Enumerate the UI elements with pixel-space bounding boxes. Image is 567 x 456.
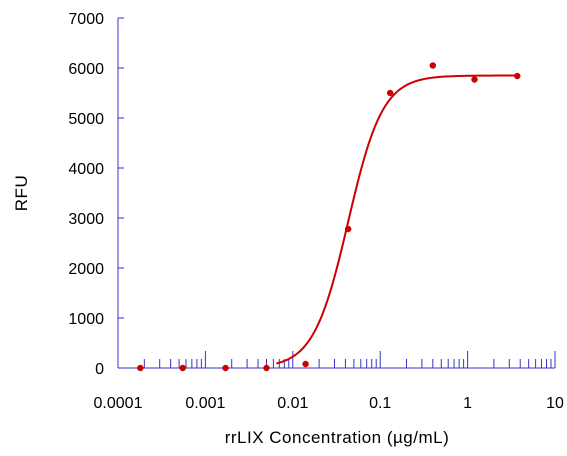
x-tick-label: 0.1	[369, 395, 391, 412]
y-tick-label: 4000	[68, 161, 104, 178]
x-tick-label: 0.0001	[94, 395, 143, 412]
x-axis-tick-labels: 0.0001 0.001 0.01 0.1 1 10	[94, 395, 564, 412]
data-point	[179, 364, 186, 372]
data-point	[471, 76, 478, 83]
y-tick-label: 1000	[68, 311, 104, 328]
x-tick-label: 0.001	[185, 395, 225, 412]
x-axis-title: rrLIX Concentration (µg/mL)	[225, 428, 450, 447]
data-points	[137, 62, 521, 372]
data-point	[137, 364, 144, 372]
y-tick-label: 6000	[68, 61, 104, 78]
data-point	[386, 89, 394, 97]
y-axis-ticks	[118, 17, 124, 369]
y-tick-label: 2000	[68, 261, 104, 278]
y-axis-tick-labels: 0 1000 2000 3000 4000 5000 6000 7000	[68, 11, 104, 378]
data-point	[429, 62, 437, 69]
y-tick-label: 7000	[68, 11, 104, 28]
data-point	[344, 225, 352, 233]
y-axis-title: RFU	[12, 175, 31, 211]
fit-curve	[276, 74, 518, 365]
x-tick-label: 10	[546, 395, 564, 412]
x-tick-label: 1	[463, 395, 472, 412]
data-point	[514, 72, 521, 80]
x-tick-label: 0.01	[277, 395, 308, 412]
y-tick-label: 3000	[68, 211, 104, 228]
data-point	[222, 364, 229, 372]
y-tick-label: 0	[95, 361, 104, 378]
data-point	[302, 360, 309, 368]
y-tick-label: 5000	[68, 111, 104, 128]
data-point	[263, 364, 270, 372]
